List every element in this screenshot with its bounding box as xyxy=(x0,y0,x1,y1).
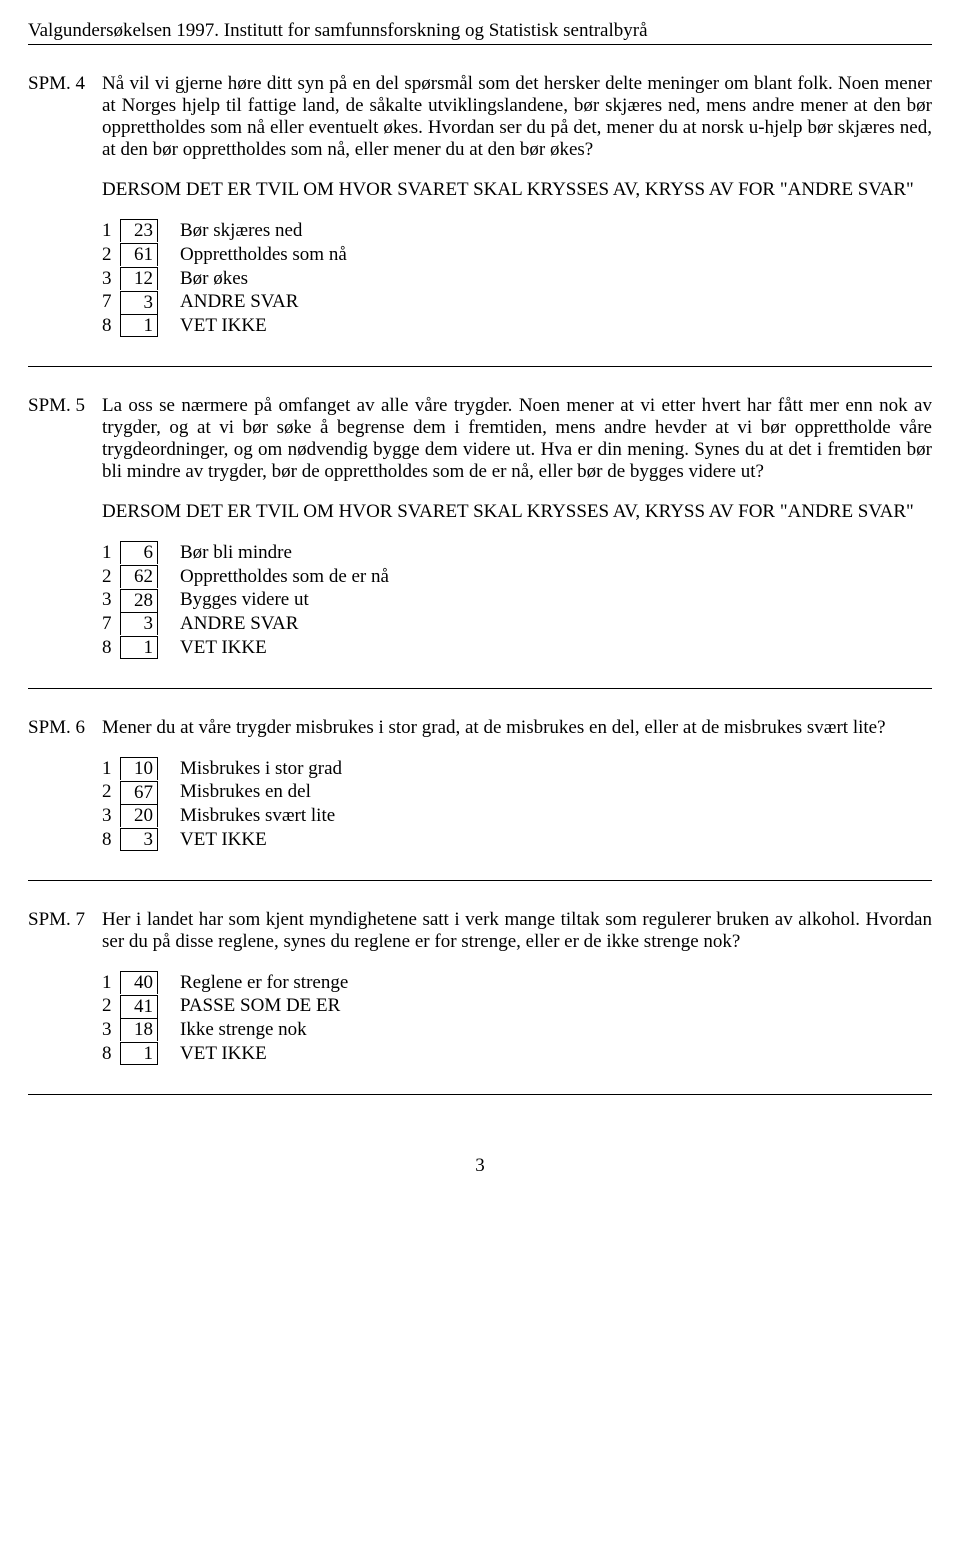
option-code: 2 xyxy=(102,243,120,267)
option-value-box: 1 xyxy=(120,1042,158,1065)
option-value-box: 3 xyxy=(120,612,158,635)
option-code: 2 xyxy=(102,994,120,1018)
option-value-box: 3 xyxy=(120,291,158,314)
question-text: Nå vil vi gjerne høre ditt syn på en del… xyxy=(102,73,932,161)
option-code: 1 xyxy=(102,757,120,781)
option-value-box: 18 xyxy=(120,1018,158,1041)
option-row: 3 20 Misbrukes svært lite xyxy=(102,804,932,828)
option-row: 8 1 VET IKKE xyxy=(102,636,932,660)
option-label: Misbrukes svært lite xyxy=(158,804,335,828)
option-row: 7 3 ANDRE SVAR xyxy=(102,612,932,636)
option-code: 3 xyxy=(102,267,120,291)
option-code: 3 xyxy=(102,588,120,612)
option-code: 3 xyxy=(102,1018,120,1042)
option-code: 1 xyxy=(102,971,120,995)
option-code: 7 xyxy=(102,612,120,636)
options-list: 1 10 Misbrukes i stor grad 2 67 Misbruke… xyxy=(102,757,932,852)
option-value-box: 23 xyxy=(120,219,158,242)
option-row: 3 12 Bør økes xyxy=(102,267,932,291)
option-label: PASSE SOM DE ER xyxy=(158,994,340,1018)
instruction-text: DERSOM DET ER TVIL OM HVOR SVARET SKAL K… xyxy=(102,179,932,201)
option-label: Bør økes xyxy=(158,267,248,291)
option-label: Ikke strenge nok xyxy=(158,1018,307,1042)
option-row: 8 1 VET IKKE xyxy=(102,314,932,338)
option-value-box: 3 xyxy=(120,828,158,851)
question-6: SPM. 6 Mener du at våre trygder misbruke… xyxy=(28,717,932,852)
option-value-box: 41 xyxy=(120,995,158,1018)
question-text: Her i landet har som kjent myndighetene … xyxy=(102,909,932,953)
option-value-box: 28 xyxy=(120,589,158,612)
option-code: 2 xyxy=(102,565,120,589)
divider xyxy=(28,1094,932,1095)
divider xyxy=(28,880,932,881)
option-label: ANDRE SVAR xyxy=(158,290,298,314)
option-value-box: 6 xyxy=(120,541,158,564)
option-row: 2 62 Opprettholdes som de er nå xyxy=(102,565,932,589)
option-label: Bygges videre ut xyxy=(158,588,309,612)
option-label: Bør bli mindre xyxy=(158,541,292,565)
question-label: SPM. 5 xyxy=(28,395,102,417)
option-label: Opprettholdes som de er nå xyxy=(158,565,389,589)
option-label: VET IKKE xyxy=(158,1042,267,1066)
option-label: Opprettholdes som nå xyxy=(158,243,347,267)
option-code: 8 xyxy=(102,1042,120,1066)
option-row: 8 1 VET IKKE xyxy=(102,1042,932,1066)
option-value-box: 40 xyxy=(120,971,158,994)
page-number: 3 xyxy=(28,1155,932,1177)
option-value-box: 67 xyxy=(120,781,158,804)
option-label: Bør skjæres ned xyxy=(158,219,302,243)
question-label: SPM. 7 xyxy=(28,909,102,931)
option-code: 8 xyxy=(102,314,120,338)
option-code: 1 xyxy=(102,219,120,243)
option-code: 8 xyxy=(102,828,120,852)
divider xyxy=(28,688,932,689)
option-value-box: 62 xyxy=(120,565,158,588)
option-row: 3 28 Bygges videre ut xyxy=(102,588,932,612)
question-4: SPM. 4 Nå vil vi gjerne høre ditt syn på… xyxy=(28,73,932,338)
option-value-box: 12 xyxy=(120,267,158,290)
option-label: Misbrukes en del xyxy=(158,780,311,804)
option-value-box: 1 xyxy=(120,314,158,337)
question-label: SPM. 4 xyxy=(28,73,102,95)
option-value-box: 61 xyxy=(120,243,158,266)
instruction-text: DERSOM DET ER TVIL OM HVOR SVARET SKAL K… xyxy=(102,501,932,523)
option-code: 3 xyxy=(102,804,120,828)
option-row: 1 10 Misbrukes i stor grad xyxy=(102,757,932,781)
options-list: 1 40 Reglene er for strenge 2 41 PASSE S… xyxy=(102,971,932,1066)
option-row: 2 41 PASSE SOM DE ER xyxy=(102,994,932,1018)
option-label: VET IKKE xyxy=(158,314,267,338)
divider xyxy=(28,366,932,367)
option-label: VET IKKE xyxy=(158,636,267,660)
option-row: 7 3 ANDRE SVAR xyxy=(102,290,932,314)
option-value-box: 1 xyxy=(120,636,158,659)
options-list: 1 6 Bør bli mindre 2 62 Opprettholdes so… xyxy=(102,541,932,660)
option-label: Misbrukes i stor grad xyxy=(158,757,342,781)
question-text: La oss se nærmere på omfanget av alle vå… xyxy=(102,395,932,483)
option-code: 1 xyxy=(102,541,120,565)
option-code: 2 xyxy=(102,780,120,804)
option-value-box: 10 xyxy=(120,757,158,780)
options-list: 1 23 Bør skjæres ned 2 61 Opprettholdes … xyxy=(102,219,932,338)
option-row: 2 67 Misbrukes en del xyxy=(102,780,932,804)
question-text: Mener du at våre trygder misbrukes i sto… xyxy=(102,717,932,739)
option-row: 1 23 Bør skjæres ned xyxy=(102,219,932,243)
option-label: Reglene er for strenge xyxy=(158,971,348,995)
question-7: SPM. 7 Her i landet har som kjent myndig… xyxy=(28,909,932,1066)
option-row: 1 6 Bør bli mindre xyxy=(102,541,932,565)
question-5: SPM. 5 La oss se nærmere på omfanget av … xyxy=(28,395,932,660)
option-label: ANDRE SVAR xyxy=(158,612,298,636)
option-row: 2 61 Opprettholdes som nå xyxy=(102,243,932,267)
option-row: 1 40 Reglene er for strenge xyxy=(102,971,932,995)
page-header: Valgundersøkelsen 1997. Institutt for sa… xyxy=(28,20,932,45)
option-value-box: 20 xyxy=(120,804,158,827)
question-label: SPM. 6 xyxy=(28,717,102,739)
option-label: VET IKKE xyxy=(158,828,267,852)
option-code: 8 xyxy=(102,636,120,660)
option-row: 3 18 Ikke strenge nok xyxy=(102,1018,932,1042)
option-row: 8 3 VET IKKE xyxy=(102,828,932,852)
option-code: 7 xyxy=(102,290,120,314)
